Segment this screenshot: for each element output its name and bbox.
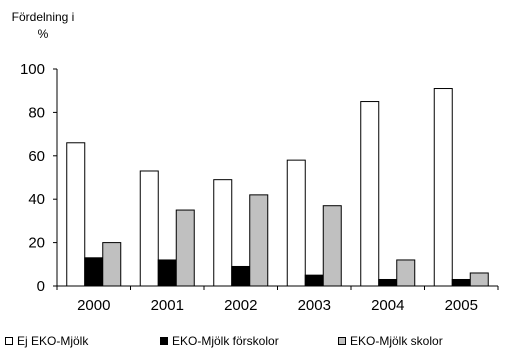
y-tick-label: 80 bbox=[28, 104, 45, 121]
y-tick-label: 100 bbox=[20, 61, 45, 78]
bar-2002-series-1 bbox=[231, 265, 251, 287]
bar-2005-series-2 bbox=[469, 272, 489, 287]
bar-2003-series-1 bbox=[304, 274, 324, 287]
legend-label-eko-mjolk-skolor: EKO-Mjölk skolor bbox=[350, 334, 443, 348]
y-tick-label: 20 bbox=[28, 235, 45, 252]
bar-2004-series-0 bbox=[360, 101, 380, 287]
legend-item-eko-mjolk-skolor: EKO-Mjölk skolor bbox=[338, 333, 443, 349]
bar-2000-series-0 bbox=[66, 142, 86, 287]
bar-2000-series-2 bbox=[102, 242, 122, 287]
legend-label-eko-mjolk-forskolor: EKO-Mjölk förskolor bbox=[172, 334, 279, 348]
legend-swatch-eko-mjolk-skolor bbox=[338, 337, 346, 345]
bar-2001-series-0 bbox=[139, 170, 159, 287]
legend: Ej EKO-Mjölk EKO-Mjölk förskolor EKO-Mjö… bbox=[5, 333, 505, 349]
bar-2004-series-1 bbox=[378, 278, 398, 287]
x-tick-label: 2003 bbox=[298, 297, 331, 314]
x-tick-label: 2004 bbox=[371, 297, 404, 314]
legend-swatch-eko-mjolk-forskolor bbox=[160, 337, 168, 345]
bar-2001-series-2 bbox=[175, 209, 195, 287]
legend-item-eko-mjolk-forskolor: EKO-Mjölk förskolor bbox=[160, 333, 279, 349]
x-tick-label: 2000 bbox=[77, 297, 110, 314]
bar-2002-series-2 bbox=[249, 194, 269, 287]
y-tick-label: 60 bbox=[28, 148, 45, 165]
legend-label-ej-eko-mjolk: Ej EKO-Mjölk bbox=[17, 334, 89, 348]
legend-swatch-ej-eko-mjolk bbox=[5, 337, 13, 345]
bar-2003-series-0 bbox=[286, 159, 306, 287]
bar-2002-series-0 bbox=[213, 179, 233, 287]
y-tick-label: 0 bbox=[37, 278, 45, 295]
bar-2000-series-1 bbox=[84, 257, 104, 287]
x-tick-label: 2001 bbox=[151, 297, 184, 314]
bar-2003-series-2 bbox=[322, 205, 342, 287]
legend-item-ej-eko-mjolk: Ej EKO-Mjölk bbox=[5, 333, 88, 349]
bar-2004-series-2 bbox=[396, 259, 416, 287]
x-tick-label: 2005 bbox=[445, 297, 478, 314]
bar-2005-series-0 bbox=[433, 88, 453, 287]
bar-2005-series-1 bbox=[451, 278, 471, 287]
bar-2001-series-1 bbox=[157, 259, 177, 287]
x-tick-label: 2002 bbox=[224, 297, 257, 314]
y-axis-label: Fördelning i % bbox=[11, 10, 75, 41]
y-tick-label: 40 bbox=[28, 191, 45, 208]
